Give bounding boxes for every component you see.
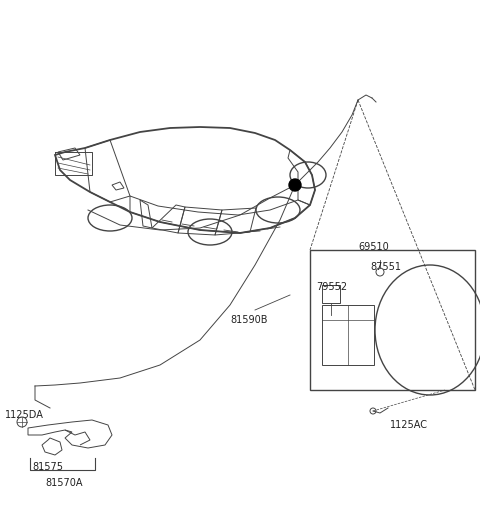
Text: 1125AC: 1125AC (390, 420, 428, 430)
Text: 81570A: 81570A (45, 478, 83, 488)
Bar (322, 285, 340, 303)
Text: 1125DA: 1125DA (5, 410, 44, 420)
Text: 69510: 69510 (358, 242, 389, 252)
Text: 79552: 79552 (316, 282, 347, 292)
Text: 87551: 87551 (370, 262, 401, 272)
Bar (310, 250, 475, 390)
Text: 81590B: 81590B (230, 315, 267, 325)
Circle shape (289, 179, 301, 191)
Text: 81575: 81575 (32, 462, 63, 472)
